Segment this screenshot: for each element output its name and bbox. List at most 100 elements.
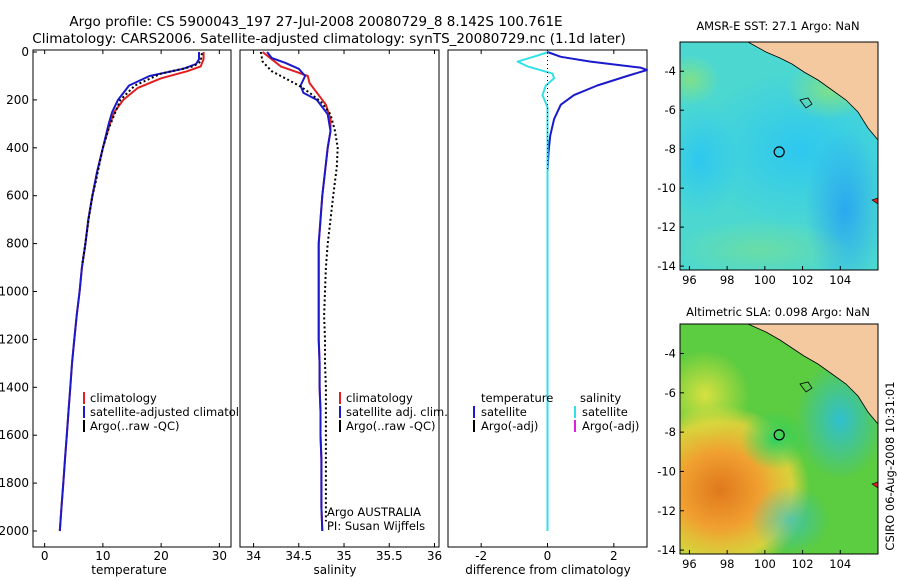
depth-y-tick-label: 600 (6, 189, 29, 203)
sst-map-x-tick-label: 96 (682, 273, 697, 287)
difference-panel: -2 0 2 difference from climatology tempera… (447, 49, 648, 577)
legend-label-temp-satellite: satellite (481, 405, 527, 419)
sst-map-title: AMSR-E SST: 27.1 Argo: NaN (696, 19, 859, 33)
sst-map-x-tick-label: 102 (792, 273, 814, 287)
float-operator-label: Argo AUSTRALIA (327, 505, 421, 519)
temperature-series (58, 52, 205, 532)
temperature-legend: climatology satellite-adjusted climatolo… (83, 391, 260, 433)
salinity-series-line (259, 51, 339, 522)
difference-x-label: difference from climatology (465, 563, 631, 577)
depth-y-tick-label: 800 (6, 237, 29, 251)
legend-label-climatology: climatology (346, 391, 413, 405)
island-outline (871, 197, 878, 205)
sla-map-title: Altimetric SLA: 0.098 Argo: NaN (686, 305, 870, 319)
sla-map-x-tick-label: 96 (682, 557, 697, 571)
temperature-x-axis: 0 10 20 30 (41, 50, 227, 563)
difference-x-tick-label: 0 (544, 549, 552, 563)
temperature-x-tick-label: 10 (95, 549, 110, 563)
legend-label-sal-argo: Argo(-adj) (582, 419, 639, 433)
temperature-panel: 0 200 400 600 800 1000 1200 1400 1600 1800 2000 0 1… (0, 45, 260, 577)
salinity-x-tick-label: 36 (427, 549, 442, 563)
sla-map-panel: Altimetric SLA: 0.098 Argo: NaN 96 98 100 1… (657, 305, 879, 571)
salinity-x-tick-label: 35.5 (376, 549, 403, 563)
argo-float-marker (773, 146, 785, 158)
sla-map-x-tick-label: 98 (720, 557, 735, 571)
sumatra-coast-sla (747, 324, 878, 425)
difference-x-tick-label: 2 (610, 549, 618, 563)
legend-header-temperature: temperature (481, 391, 553, 405)
depth-y-tick-label: 2000 (0, 524, 29, 538)
salinity-panel: 34 34.5 35 35.5 36 salinity climatology sate… (239, 49, 448, 577)
depth-y-tick-label: 200 (6, 93, 29, 107)
sla-map-x-tick-label: 102 (792, 557, 814, 571)
figure-title-line1: Argo profile: CS 5900043_197 27-Jul-2008… (69, 14, 562, 30)
sla-field (680, 324, 878, 554)
sst-map-frame (679, 41, 879, 271)
sla-map-x-tick-label: 104 (829, 557, 851, 571)
sla-map-y-tick-label: -12 (657, 504, 676, 518)
salinity-x-tick-label: 34 (246, 549, 261, 563)
salinity-series-line (266, 51, 332, 532)
depth-y-tick-label: 1800 (0, 476, 29, 490)
sst-map-y-tick-label: -14 (657, 259, 676, 273)
legend-label-sal-satellite: satellite (582, 405, 628, 419)
sst-map-x-tick-label: 98 (720, 273, 735, 287)
sst-map-y-tick-label: -8 (665, 142, 676, 156)
difference-series (516, 51, 648, 531)
argo-float-marker (773, 429, 785, 441)
depth-y-tick-label: 1200 (0, 332, 29, 346)
temperature-x-tick-label: 30 (212, 549, 227, 563)
figure-title-line2: Climatology: CARS2006. Satellite-adjuste… (32, 31, 625, 47)
legend-label-satellite: satellite adj. clim. (346, 405, 448, 419)
temperature-plot-frame (32, 49, 232, 548)
legend-label-climatology: climatology (90, 391, 157, 405)
sla-map-axes: 96 98 100 102 104 -4 -6 -8 -10 -12 -14 (657, 346, 851, 571)
island-outline (799, 381, 813, 393)
legend-header-salinity: salinity (580, 391, 621, 405)
salinity-x-tick-label: 34.5 (285, 549, 312, 563)
sla-map-y-tick-label: -4 (665, 346, 676, 360)
sst-map-x-tick-label: 104 (829, 273, 851, 287)
salinity-legend: climatology satellite adj. clim. Argo(..… (339, 391, 448, 433)
salinity-series (259, 51, 339, 532)
sst-map-y-tick-label: -10 (657, 181, 676, 195)
sst-map-x-tick-label: 100 (754, 273, 776, 287)
sst-map-y-tick-label: -12 (657, 220, 676, 234)
depth-y-tick-label: 1000 (0, 285, 29, 299)
salinity-plot-frame (239, 49, 440, 548)
temperature-x-tick-label: 20 (153, 549, 168, 563)
sst-map-panel: AMSR-E SST: 27.1 Argo: NaN 96 98 100 102 104… (657, 19, 879, 287)
difference-series-line (516, 51, 556, 531)
difference-x-tick-label: -2 (475, 549, 487, 563)
depth-y-tick-label: 400 (6, 141, 29, 155)
legend-label-argo: Argo(..raw -QC) (90, 419, 180, 433)
difference-x-axis: -2 0 2 (475, 50, 618, 563)
temperature-x-label: temperature (91, 563, 166, 577)
legend-label-temp-argo: Argo(-adj) (481, 419, 538, 433)
float-pi-label: PI: Susan Wijffels (327, 519, 425, 533)
temperature-x-tick-label: 0 (41, 549, 49, 563)
island-outline (799, 97, 813, 109)
depth-y-tick-label: 1600 (0, 428, 29, 442)
legend-label-argo: Argo(..raw -QC) (346, 419, 436, 433)
island-outline (871, 481, 878, 489)
salinity-x-axis: 34 34.5 35 35.5 36 (246, 50, 442, 563)
sla-map-y-tick-label: -14 (657, 543, 676, 557)
sst-map-y-tick-label: -6 (665, 103, 676, 117)
sumatra-coast-sst (747, 42, 878, 141)
temperature-series-line (81, 53, 203, 263)
sst-map-y-tick-label: -4 (665, 64, 676, 78)
salinity-x-label: salinity (313, 563, 356, 577)
difference-legend: temperature salinity satellite Argo(-adj… (473, 391, 639, 433)
legend-label-satellite: satellite-adjusted climatology (90, 405, 260, 419)
creation-stamp: CSIRO 06-Aug-2008 10:31:01 (883, 381, 897, 550)
depth-y-tick-label: 0 (21, 45, 29, 59)
sla-map-y-tick-label: -8 (665, 425, 676, 439)
salinity-x-tick-label: 35 (336, 549, 351, 563)
sla-map-frame (679, 323, 879, 555)
depth-y-tick-label: 1400 (0, 380, 29, 394)
sla-map-x-tick-label: 100 (754, 557, 776, 571)
sla-map-y-tick-label: -10 (657, 464, 676, 478)
sst-field (680, 42, 878, 270)
